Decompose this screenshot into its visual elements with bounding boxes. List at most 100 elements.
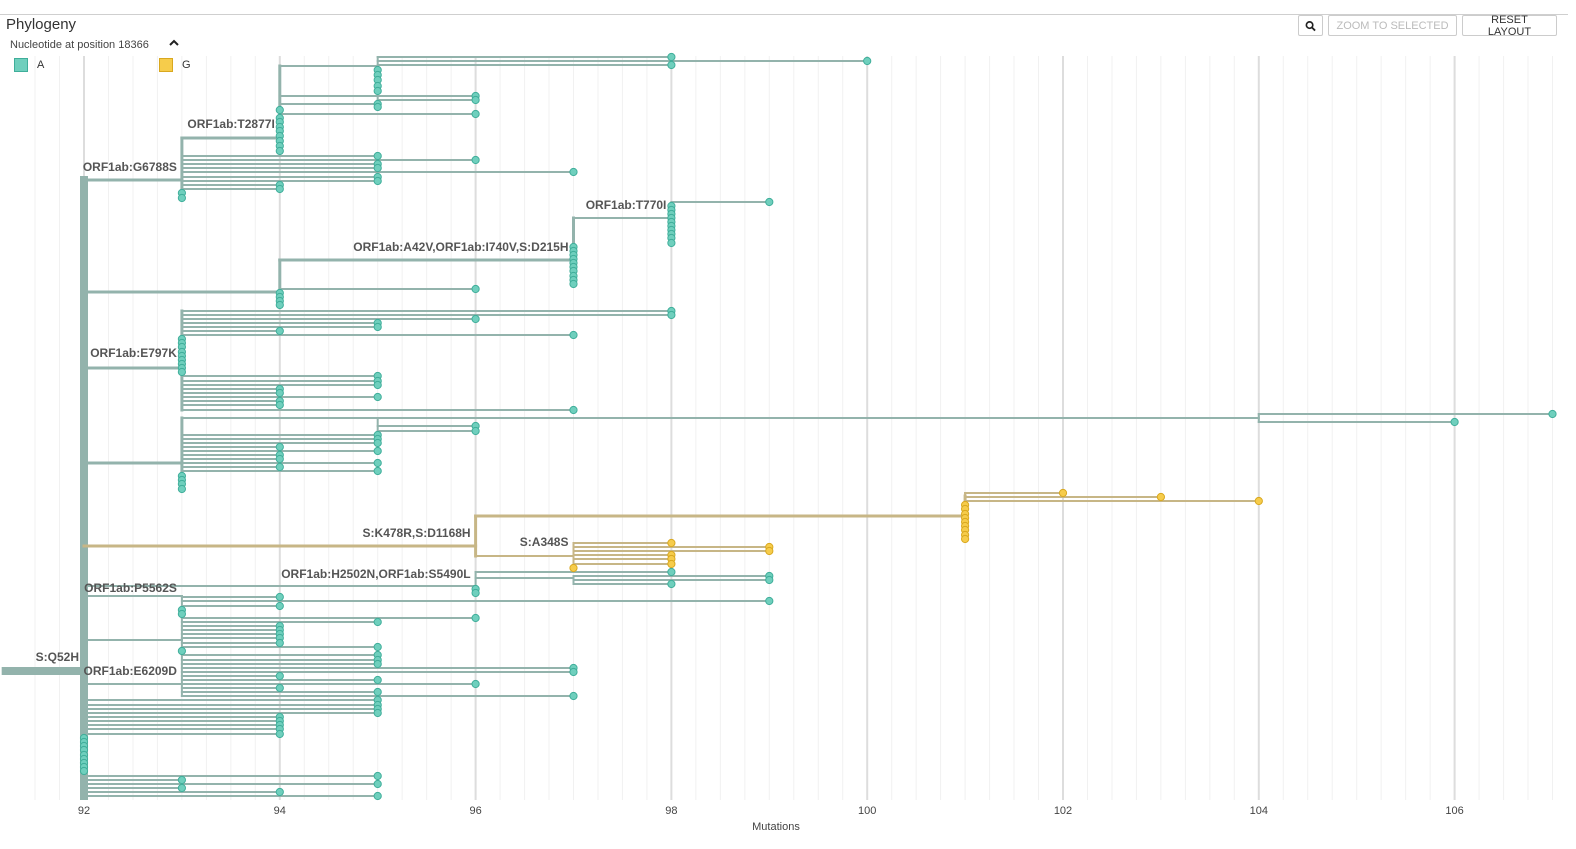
tip[interactable] [569,691,578,701]
tip[interactable] [667,238,676,248]
tip[interactable] [667,52,676,62]
tip[interactable] [667,60,676,70]
tip[interactable] [275,388,284,398]
legend-item-a[interactable]: A [14,58,44,72]
tip[interactable] [373,687,382,697]
tip[interactable] [275,300,284,310]
branch-label: ORF1ab:G6788S [83,160,177,174]
branch-label: S:K478R,S:D1168H [363,526,471,540]
branches [1,56,1554,800]
tip[interactable] [275,442,284,452]
tip[interactable] [471,679,480,689]
tip[interactable] [961,534,970,544]
tip[interactable] [275,601,284,611]
tip[interactable] [667,567,676,577]
tip[interactable] [667,579,676,589]
tip[interactable] [373,791,382,801]
branch-label: ORF1ab:T2877I [187,117,274,131]
tip[interactable] [471,314,480,324]
tip[interactable] [373,102,382,112]
tip[interactable] [569,279,578,289]
tip[interactable] [569,167,578,177]
tip[interactable] [275,683,284,693]
legend-swatch-a [14,58,28,72]
tip[interactable] [373,617,382,627]
tip[interactable] [275,638,284,648]
tip[interactable] [471,613,480,623]
tip[interactable] [1058,488,1068,498]
tip[interactable] [471,426,480,436]
tip[interactable] [1548,409,1557,419]
tip[interactable] [569,330,578,340]
tip[interactable] [373,151,382,161]
axis-title: Mutations [752,821,800,833]
tip[interactable] [373,771,382,781]
zoom-to-selected-button[interactable]: ZOOM TO SELECTED [1328,15,1457,36]
tip[interactable] [373,446,382,456]
tip[interactable] [275,105,284,115]
tip[interactable] [863,56,872,66]
legend-label-a: A [37,59,45,71]
tip[interactable] [765,197,774,207]
tip[interactable] [275,671,284,681]
tip[interactable] [569,667,578,677]
tip[interactable] [373,708,382,718]
tip[interactable] [667,538,676,548]
tip[interactable] [177,783,186,793]
tip[interactable] [275,146,284,156]
tick-label: 94 [274,805,286,817]
zoom-button[interactable] [1298,15,1323,36]
tip[interactable] [275,326,284,336]
tip[interactable] [373,392,382,402]
reset-layout-button[interactable]: RESET LAYOUT [1462,14,1557,38]
tip[interactable] [373,86,382,96]
tip[interactable] [177,484,186,494]
tip[interactable] [765,596,774,606]
tip[interactable] [373,642,382,652]
tip[interactable] [373,466,382,476]
tip[interactable] [275,184,284,194]
tip[interactable] [275,787,284,797]
branch-label: ORF1ab:T770I [586,198,667,212]
tip[interactable] [569,563,578,573]
tip[interactable] [373,659,382,669]
tip[interactable] [471,155,480,165]
tip[interactable] [471,109,480,119]
tip[interactable] [667,559,676,569]
tip[interactable] [471,588,480,598]
tip[interactable] [275,729,284,739]
tip[interactable] [373,458,382,468]
tip[interactable] [471,95,480,105]
tip[interactable] [275,462,284,472]
tip[interactable] [177,367,186,377]
tip[interactable] [373,380,382,390]
tip[interactable] [667,310,676,320]
tip[interactable] [1450,417,1459,427]
tip[interactable] [569,405,578,415]
tip[interactable] [373,438,382,448]
tip[interactable] [373,163,382,173]
tip[interactable] [373,176,382,186]
tip[interactable] [373,322,382,332]
legend-item-g[interactable]: G [159,58,191,72]
tip[interactable] [765,575,774,585]
tip[interactable] [177,775,186,785]
tip[interactable] [765,546,774,556]
tip[interactable] [373,675,382,685]
tip[interactable] [177,193,186,203]
tips[interactable] [79,52,1557,801]
tip[interactable] [177,609,186,619]
tip[interactable] [471,284,480,294]
tip[interactable] [275,592,284,602]
tip[interactable] [79,766,89,776]
chevron-up-icon[interactable] [168,37,180,51]
tip[interactable] [1156,492,1166,502]
tip[interactable] [177,646,186,656]
tip[interactable] [275,400,284,410]
tip[interactable] [373,779,382,789]
tip[interactable] [1254,496,1263,506]
magnifier-icon [1305,20,1316,31]
tip[interactable] [275,454,284,464]
branch-label: S:A348S [520,535,569,549]
